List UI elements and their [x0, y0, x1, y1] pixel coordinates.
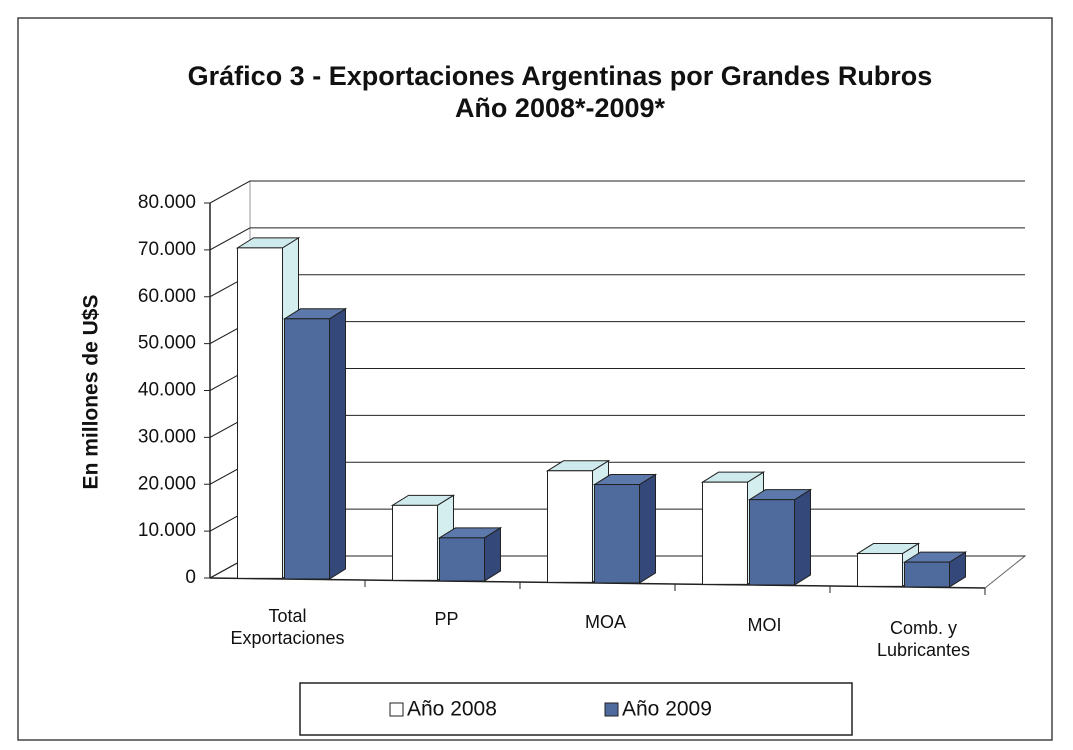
grid-line	[209, 227, 1025, 251]
bar-side	[329, 307, 346, 580]
bar	[857, 553, 903, 587]
y-axis-title: En millones de U$S	[80, 295, 103, 490]
bar	[237, 247, 283, 579]
bar	[392, 504, 438, 581]
x-tick-label: Comb. y Lubricantes	[876, 618, 971, 660]
y-tick-label: 80.000	[138, 192, 196, 213]
y-tick-label: 30.000	[138, 426, 196, 447]
legend-swatch	[389, 702, 404, 717]
bar-side	[639, 473, 656, 584]
y-tick-label: 10.000	[138, 520, 196, 541]
y-tick-label: 20.000	[138, 473, 196, 494]
chart-title: Gráfico 3 - Exportaciones Argentinas por…	[188, 61, 933, 91]
x-tick-label: MOA	[584, 612, 626, 632]
legend-label: Año 2008	[407, 698, 497, 721]
chart-frame	[17, 17, 1053, 741]
bar	[594, 484, 640, 584]
legend	[299, 682, 853, 736]
y-tick-label: 70.000	[138, 239, 196, 260]
x-tick-label: Total Exportaciones	[230, 606, 345, 648]
bar	[439, 537, 485, 582]
y-tick-label: 40.000	[138, 380, 196, 401]
bar	[702, 481, 748, 585]
bar	[284, 318, 330, 580]
bar	[547, 470, 593, 583]
y-tick-label: 60.000	[138, 286, 196, 307]
x-tick-label: MOI	[747, 615, 782, 635]
legend-label: Año 2009	[622, 698, 712, 721]
bar	[904, 561, 950, 588]
chart-subtitle: Año 2008*-2009*	[455, 93, 666, 123]
grid-line	[209, 180, 1025, 204]
bar-side	[794, 488, 811, 586]
bar	[749, 499, 795, 586]
legend-swatch	[604, 702, 619, 717]
x-tick-label: PP	[434, 609, 459, 629]
y-tick-label: 50.000	[138, 333, 196, 354]
y-tick-label: 0	[185, 567, 196, 588]
